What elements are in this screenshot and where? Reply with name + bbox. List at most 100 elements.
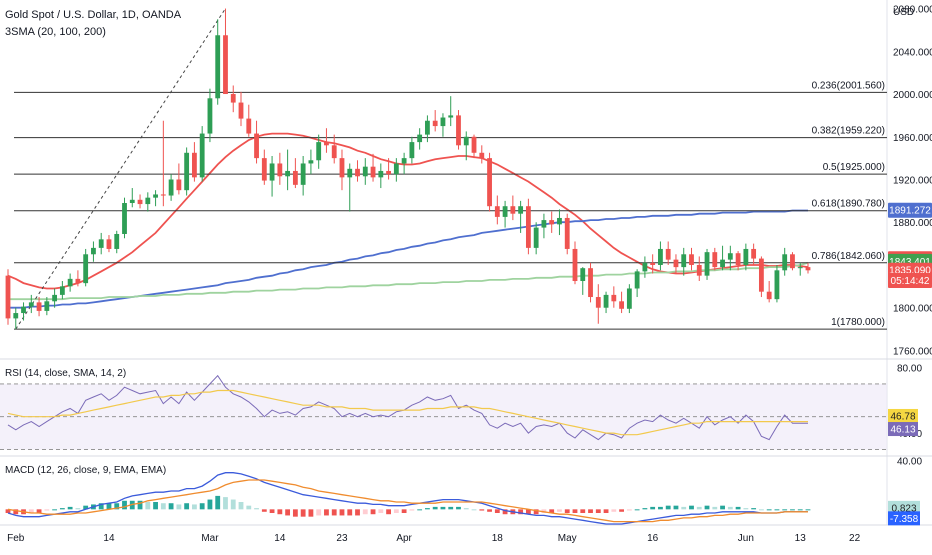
- candle-body: [797, 267, 803, 269]
- macd-histogram-bar: [580, 509, 586, 513]
- candle: [494, 195, 500, 225]
- fib-level-label: 0.5(1925.000): [823, 162, 885, 173]
- time-axis-tick: May: [558, 533, 577, 544]
- candle-body: [207, 98, 213, 134]
- macd-histogram-bar: [261, 509, 267, 512]
- candle: [766, 281, 772, 303]
- candle-body: [758, 258, 764, 292]
- candle: [106, 235, 112, 253]
- candle-body: [549, 220, 555, 225]
- candle: [735, 251, 741, 271]
- candle-body: [525, 206, 531, 248]
- candle: [5, 269, 11, 325]
- candle: [145, 192, 151, 212]
- candle-body: [285, 170, 291, 177]
- candle-body: [665, 248, 671, 260]
- candle: [510, 195, 516, 221]
- candle: [751, 243, 757, 265]
- candle: [324, 128, 329, 153]
- candle: [658, 241, 663, 271]
- candle-body: [766, 291, 772, 300]
- price-axis-tick: 2080.000: [893, 5, 932, 16]
- rsi-value-bg: [888, 422, 918, 437]
- candle-body: [300, 163, 306, 185]
- candle: [246, 104, 252, 137]
- macd-histogram-bar: [36, 509, 42, 513]
- candle: [557, 209, 562, 236]
- candle: [347, 163, 353, 212]
- candle-body: [805, 267, 811, 271]
- macd-histogram-bar: [316, 509, 322, 516]
- macd-histogram-bar: [347, 509, 353, 516]
- rsi-legend[interactable]: RSI (14, close, SMA, 14, 2): [5, 368, 126, 379]
- candle: [355, 160, 360, 182]
- candle-body: [21, 306, 26, 314]
- candle-body: [658, 248, 663, 265]
- candle: [21, 302, 26, 321]
- candle: [184, 147, 190, 196]
- candle-body: [362, 166, 368, 177]
- candle-body: [533, 227, 539, 248]
- candle: [52, 288, 58, 308]
- candle: [782, 247, 788, 276]
- rsi-value-bg: [888, 408, 918, 423]
- macd-histogram-bar: [153, 502, 158, 510]
- candle: [192, 142, 197, 182]
- sma-legend[interactable]: 3SMA (20, 100, 200): [5, 26, 106, 38]
- rsi-value-text: 46.78: [890, 411, 915, 422]
- candle-body: [153, 194, 158, 198]
- price-axis-tick: 1760.000: [893, 346, 932, 357]
- candle-body: [261, 158, 267, 181]
- rsi-value-label: 46.78: [888, 408, 918, 423]
- candle: [308, 149, 314, 175]
- macd-histogram-bar: [168, 503, 174, 510]
- candle-body: [292, 170, 298, 185]
- macd-histogram-bar: [494, 509, 500, 513]
- macd-histogram-bar: [362, 509, 368, 515]
- macd-histogram-bar: [230, 499, 236, 510]
- macd-histogram-bar: [557, 509, 562, 512]
- candle: [681, 247, 687, 276]
- macd-histogram-bar: [766, 509, 772, 511]
- macd-histogram-bar: [805, 509, 811, 511]
- candle: [665, 241, 671, 265]
- candle-body: [432, 120, 438, 127]
- candle-body: [487, 158, 492, 207]
- macd-value-label: -7.358: [888, 511, 920, 526]
- macd-histogram-bar: [689, 505, 694, 510]
- macd-histogram-bar: [137, 500, 143, 510]
- candle: [790, 252, 795, 271]
- candle-body: [5, 275, 11, 319]
- fib-level-label: 0.786(1842.060): [812, 251, 885, 262]
- macd-histogram-bar: [386, 509, 391, 515]
- rsi-ma-line: [7, 389, 808, 436]
- candle: [67, 273, 73, 292]
- candle-body: [145, 197, 151, 205]
- candle-body: [114, 233, 120, 249]
- candle: [331, 134, 337, 164]
- candle: [199, 126, 205, 182]
- candle-body: [417, 134, 423, 143]
- candle: [176, 163, 182, 195]
- macd-histogram-bar: [44, 509, 50, 511]
- candle: [28, 294, 34, 314]
- price-label: 1891.272: [888, 202, 932, 218]
- candle-body: [378, 170, 384, 178]
- candle-body: [184, 152, 190, 191]
- candle: [673, 254, 679, 274]
- candle-body: [603, 294, 609, 308]
- candle-body: [696, 264, 702, 276]
- candle: [448, 96, 454, 127]
- currency-label: USD: [893, 7, 914, 18]
- candle: [743, 243, 749, 271]
- candle: [564, 213, 570, 255]
- macd-histogram-bar: [502, 509, 508, 515]
- macd-histogram-bar: [339, 509, 345, 516]
- candle: [797, 262, 803, 276]
- candle-body: [425, 120, 430, 135]
- candle: [36, 297, 42, 317]
- macd-legend[interactable]: MACD (12, 26, close, 9, EMA, EMA): [5, 465, 166, 476]
- macd-histogram-bar: [588, 509, 593, 513]
